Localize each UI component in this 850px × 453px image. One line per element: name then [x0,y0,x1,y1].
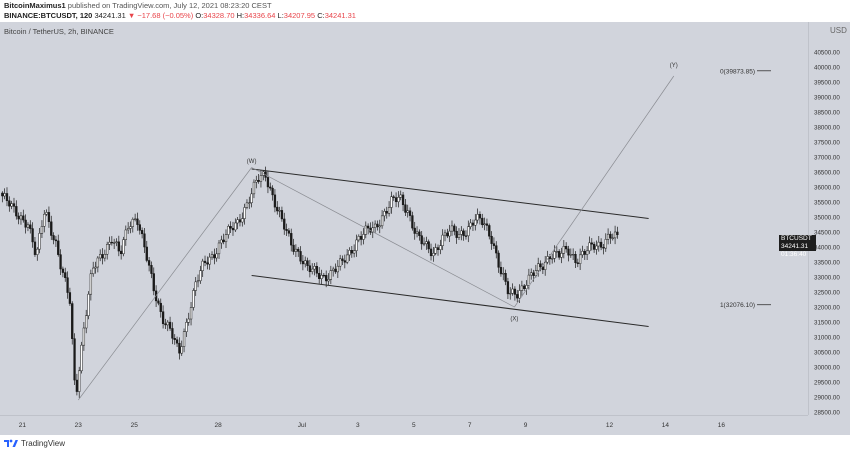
last-price-tag-symbol: BTCUSDT [781,234,812,242]
axis-corner [808,415,850,435]
symbol-label: BINANCE:BTCUSDT, 120 [4,11,93,20]
last-price-tag: BTCUSDT 34241.31 01:36:40 [779,234,816,258]
last-price-tag-countdown: 01:36:40 [781,250,807,258]
chart-plot-area[interactable]: Bitcoin / TetherUS, 2h, BINANCE [0,22,808,415]
close-label: C: [317,11,325,20]
high-label: H: [236,11,245,20]
close-value: 34241.31 [324,11,356,20]
price-axis[interactable] [808,22,850,415]
tradingview-logo[interactable]: TradingView [4,438,65,448]
open-value: 34328.70 [203,11,235,20]
last-price-tag-value: 34241.31 [781,242,809,250]
author-name[interactable]: BitcoinMaximus1 [4,1,66,10]
tradingview-brand: TradingView [21,438,66,448]
currency-label[interactable]: USD [830,26,847,35]
footer-bar: TradingView [0,435,850,453]
time-axis[interactable] [0,415,808,435]
high-value: 34336.64 [244,11,276,20]
price-change: ▼ −17.68 (−0.05%) [127,11,194,20]
open-label: O: [195,11,204,20]
low-label: L: [277,11,284,20]
chart-symbol-description: Bitcoin / TetherUS, 2h, BINANCE [4,27,114,36]
published-text: published on TradingView.com, July 12, 2… [67,1,272,10]
low-value: 34207.95 [283,11,316,20]
last-price: 34241.31 [94,11,126,20]
chart-header: BitcoinMaximus1 published on TradingView… [0,0,850,22]
tradingview-logo-icon [4,439,18,447]
publish-line: BitcoinMaximus1 published on TradingView… [4,1,272,10]
ohlc-line: BINANCE:BTCUSDT, 120 34241.31 ▼ −17.68 (… [4,11,356,20]
